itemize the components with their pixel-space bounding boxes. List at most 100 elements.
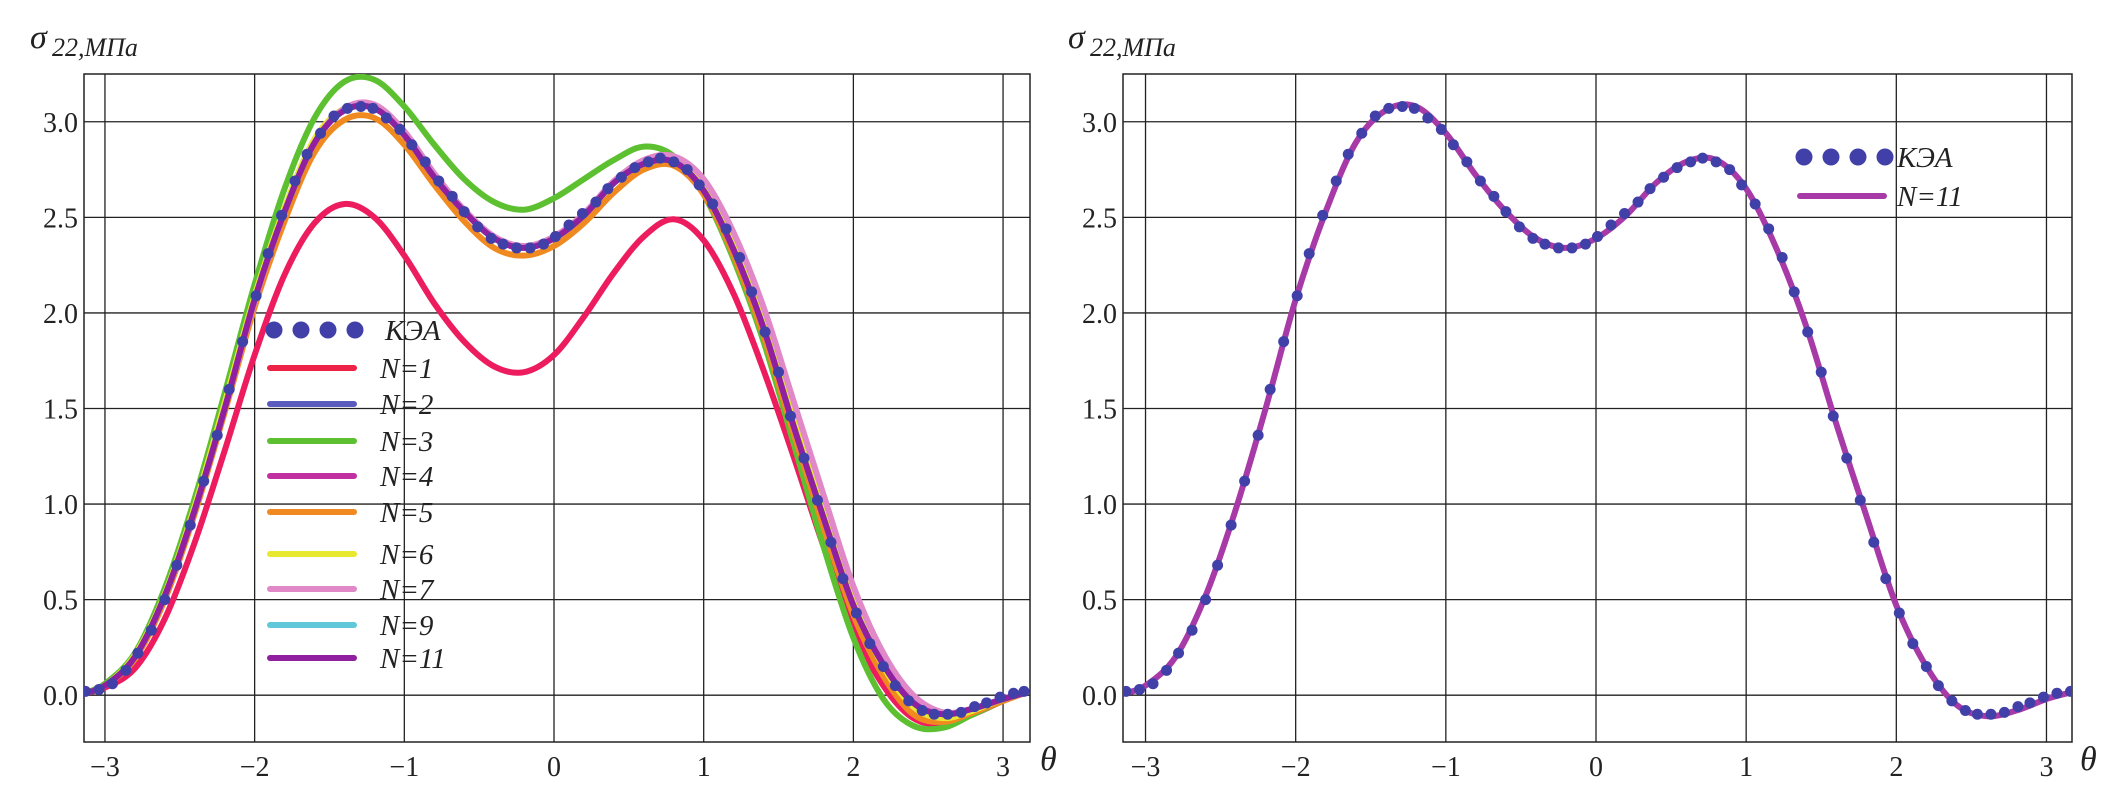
kea-marker	[419, 156, 431, 168]
kea-marker	[1539, 238, 1551, 250]
kea-marker	[1802, 326, 1814, 338]
kea-marker	[850, 607, 862, 619]
kea-marker	[485, 232, 497, 244]
kea-marker	[693, 179, 705, 191]
kea-marker	[1435, 123, 1447, 135]
axes-frame	[1122, 73, 2073, 743]
kea-marker	[1971, 708, 1983, 720]
y-axis-label-subscript: 22,МПа	[1090, 33, 1176, 62]
kea-marker	[576, 208, 588, 220]
legend: КЭА N=11	[1795, 142, 1963, 213]
kea-marker	[1186, 624, 1198, 636]
x-tick-label: 3	[996, 752, 1010, 783]
kea-marker	[1008, 687, 1020, 699]
kea-marker	[446, 190, 458, 202]
kea-marker	[590, 196, 602, 208]
y-axis-label-symbol: σ	[30, 19, 48, 56]
kea-marker	[1579, 238, 1591, 250]
kea-marker	[1396, 100, 1408, 112]
kea-marker	[1500, 206, 1512, 218]
kea-marker	[93, 683, 105, 695]
kea-marker	[1488, 190, 1500, 202]
legend-kea-dot-icon	[1822, 148, 1840, 166]
kea-marker	[550, 230, 562, 242]
legend-kea-dot-icon	[346, 321, 364, 339]
kea-marker	[981, 697, 993, 709]
kea-marker	[497, 238, 509, 250]
kea-marker	[720, 223, 732, 235]
panel-left: −3 −2 −1 0 1 2 3 0.0 0.5 1.0 1.5 2.0 2.5 3.0 σ 22,МПа θ К…	[30, 19, 1057, 783]
kea-marker	[328, 110, 340, 122]
axes-frame	[83, 73, 1031, 743]
kea-marker	[223, 383, 235, 395]
kea-marker	[380, 112, 392, 124]
legend-kea-dot-icon	[319, 321, 337, 339]
kea-marker	[1252, 429, 1264, 441]
kea-marker	[1264, 383, 1276, 395]
legend-label-N11: N=11	[1896, 181, 1963, 213]
kea-marker	[1841, 452, 1853, 464]
kea-marker	[301, 148, 313, 160]
y-tick-label: 0.5	[1082, 586, 1117, 617]
x-tick-label: −3	[90, 752, 120, 783]
kea-marker	[1474, 175, 1486, 187]
kea-marker	[903, 695, 915, 707]
legend-kea-dot-icon	[1795, 148, 1813, 166]
x-tick-label: 1	[697, 752, 711, 783]
kea-marker	[1710, 156, 1722, 168]
kea-marker	[1383, 102, 1395, 114]
y-tick-label: 1.5	[43, 394, 78, 425]
kea-marker	[1527, 232, 1539, 244]
kea-marker	[837, 573, 849, 585]
kea-marker	[2012, 701, 2024, 713]
kea-marker	[84, 685, 91, 697]
kea-marker	[1356, 127, 1368, 139]
x-tick-label: −1	[1431, 752, 1461, 783]
kea-marker	[563, 219, 575, 231]
kea-marker	[759, 326, 771, 338]
kea-marker	[1776, 251, 1788, 263]
x-tick-label: 0	[547, 752, 561, 783]
x-tick-label: −2	[1281, 752, 1311, 783]
legend-label-N3: N=3	[379, 426, 433, 458]
kea-marker	[889, 680, 901, 692]
kea-marker	[1291, 290, 1303, 302]
kea-marker	[1592, 230, 1603, 242]
kea-marker	[1959, 704, 1971, 716]
kea-marker	[1239, 475, 1251, 487]
kea-marker	[615, 171, 627, 183]
series-line-N1	[84, 200, 1028, 728]
y-tick-label: 0.0	[43, 681, 78, 712]
x-axis-label: θ	[2080, 741, 2097, 778]
y-tick-label: 1.5	[1082, 394, 1117, 425]
legend-label-N11: N=11	[379, 643, 446, 675]
kea-marker	[341, 102, 353, 114]
kea-marker	[773, 366, 785, 378]
kea-marker	[433, 175, 445, 187]
panel-right: −3 −2 −1 0 1 2 3 0.0 0.5 1.0 1.5 2.0 2.5 3.0 σ 22,МПа θ К…	[1068, 19, 2097, 783]
kea-marker	[1566, 242, 1578, 254]
kea-marker	[1461, 156, 1473, 168]
kea-marker	[355, 100, 367, 112]
kea-marker	[1447, 139, 1459, 151]
kea-marker	[1212, 559, 1224, 571]
kea-marker	[458, 206, 470, 218]
y-tick-label: 2.5	[43, 203, 78, 234]
kea-marker	[184, 519, 196, 531]
kea-marker	[1134, 683, 1146, 695]
kea-marker	[1644, 183, 1656, 195]
kea-marker	[367, 102, 379, 114]
kea-marker	[120, 664, 132, 676]
kea-marker	[1998, 706, 2010, 718]
kea-marker	[1893, 607, 1905, 619]
x-tick-label: −1	[389, 752, 419, 783]
kea-marker	[1880, 573, 1892, 585]
kea-marker	[1920, 661, 1932, 673]
kea-marker	[642, 156, 654, 168]
kea-marker	[734, 251, 746, 263]
legend-kea-dot-icon	[1876, 148, 1894, 166]
kea-marker	[1724, 164, 1736, 176]
legend-label-N6: N=6	[379, 539, 434, 571]
kea-marker	[1854, 494, 1866, 506]
kea-marker	[1552, 242, 1564, 254]
